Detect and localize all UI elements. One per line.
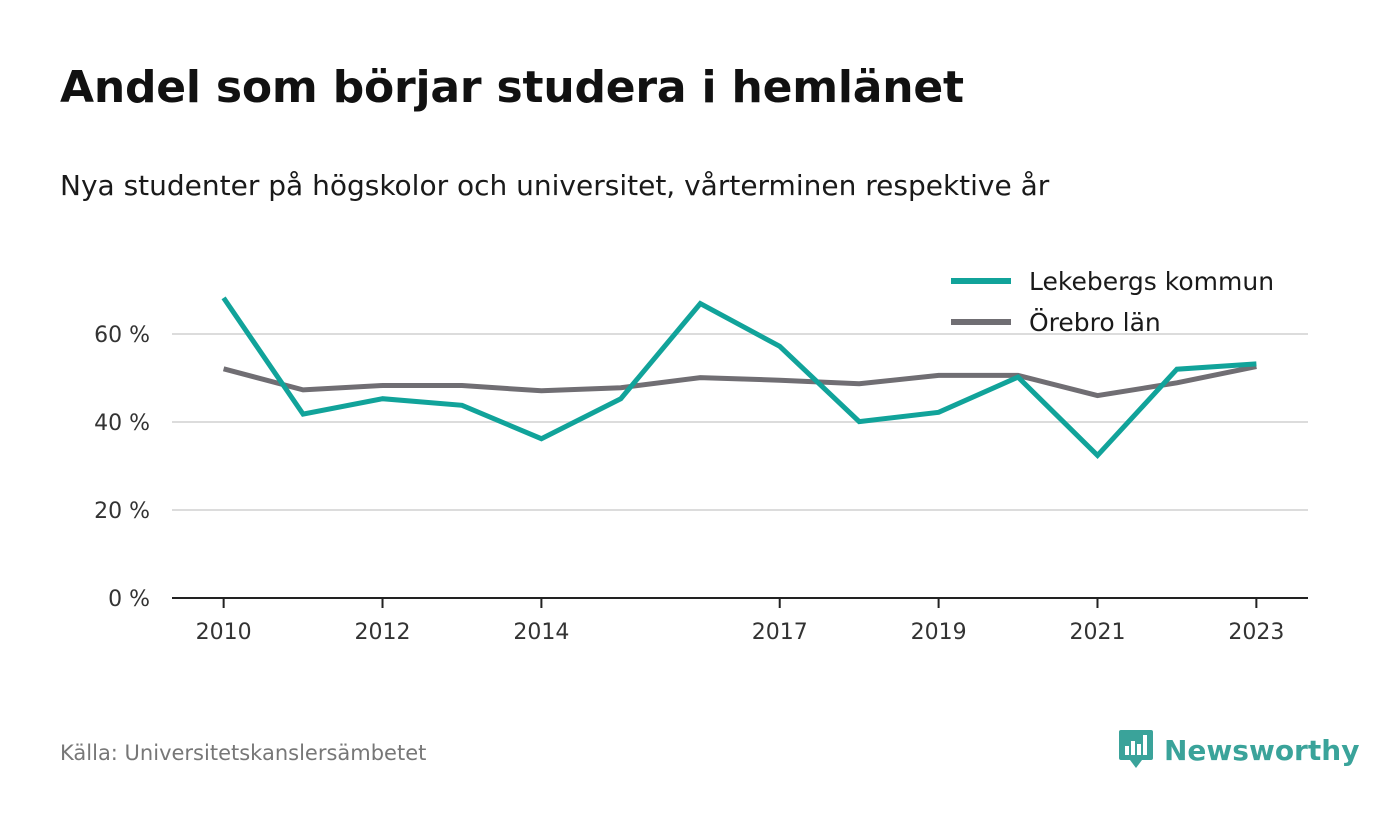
- legend: Lekebergs kommun Örebro län: [951, 267, 1274, 337]
- x-tick-label: 2010: [196, 620, 252, 645]
- brand-logo: Newsworthy: [1118, 728, 1359, 772]
- y-tick-label: 20 %: [94, 499, 150, 524]
- x-axis: 2010 2012 2014 2017 2019 2021 2023: [172, 597, 1308, 645]
- series-line-1: [222, 364, 1257, 399]
- x-tick-label: 2021: [1069, 620, 1125, 645]
- legend-label: Örebro län: [1029, 308, 1161, 337]
- x-tick-label: 2012: [355, 620, 411, 645]
- x-tick-label: 2017: [752, 620, 808, 645]
- chart-subtitle: Nya studenter på högskolor och universit…: [60, 169, 1050, 202]
- y-tick-label: 40 %: [94, 411, 150, 436]
- source-note: Källa: Universitetskanslersämbetet: [60, 741, 427, 765]
- series-line-0: [221, 296, 1257, 459]
- line-chart: 0 % 20 % 40 % 60 % 2010 2012 2014 2017 2019 2021…: [94, 267, 1308, 645]
- grid-lines: 0 % 20 % 40 % 60 %: [94, 323, 1308, 612]
- legend-label: Lekebergs kommun: [1029, 267, 1274, 296]
- brand-name: Newsworthy: [1164, 733, 1360, 767]
- x-tick-label: 2019: [911, 620, 967, 645]
- chart-title: Andel som börjar studera i hemlänet: [60, 62, 964, 113]
- series-lines: [221, 296, 1257, 459]
- x-tick-label: 2023: [1228, 620, 1284, 645]
- y-tick-label: 60 %: [94, 323, 150, 348]
- x-tick-label: 2014: [513, 620, 569, 645]
- newsworthy-logo-icon: [1119, 730, 1153, 768]
- y-tick-label: 0 %: [108, 587, 150, 612]
